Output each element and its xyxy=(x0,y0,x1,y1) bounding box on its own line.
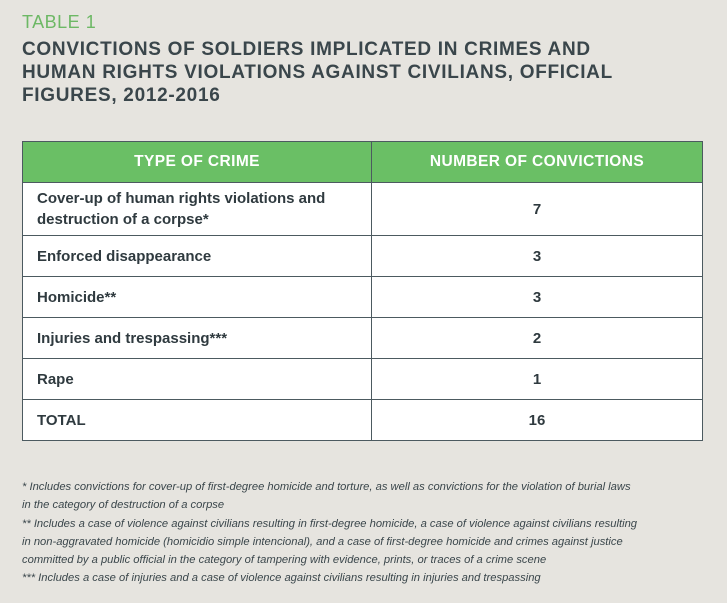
crime-cell: Homicide** xyxy=(22,276,372,318)
table-row: Cover-up of human rights violations and … xyxy=(22,182,703,236)
crime-cell: TOTAL xyxy=(22,399,372,441)
title-line: FIGURES, 2012-2016 xyxy=(22,85,221,106)
footnote-line: *** Includes a case of injuries and a ca… xyxy=(22,572,541,585)
footnotes: * Includes convictions for cover-up of f… xyxy=(22,478,712,588)
header-number-of-convictions: NUMBER OF CONVICTIONS xyxy=(371,141,703,183)
table-row: Rape 1 xyxy=(22,358,703,400)
crime-cell: Injuries and trespassing*** xyxy=(22,317,372,359)
count-cell: 3 xyxy=(371,276,703,318)
count-cell: 1 xyxy=(371,358,703,400)
crime-cell: Cover-up of human rights violations and … xyxy=(22,182,372,236)
table-title: CONVICTIONS OF SOLDIERS IMPLICATED IN CR… xyxy=(22,38,712,107)
total-row: TOTAL 16 xyxy=(22,399,703,441)
table-row: Homicide** 3 xyxy=(22,276,703,318)
title-line: CONVICTIONS OF SOLDIERS IMPLICATED IN CR… xyxy=(22,39,591,60)
header-type-of-crime: TYPE OF CRIME xyxy=(22,141,372,183)
crime-text-line: destruction of a corpse* xyxy=(37,211,209,228)
crime-cell: Rape xyxy=(22,358,372,400)
crime-cell: Enforced disappearance xyxy=(22,235,372,277)
crime-text-line: Cover-up of human rights violations and xyxy=(37,190,326,207)
table-row: Enforced disappearance 3 xyxy=(22,235,703,277)
table-label: TABLE 1 xyxy=(22,12,97,32)
header-row: TYPE OF CRIME NUMBER OF CONVICTIONS xyxy=(22,141,703,183)
footnote-line: * Includes convictions for cover-up of f… xyxy=(22,481,631,493)
table-row: Injuries and trespassing*** 2 xyxy=(22,317,703,359)
count-cell: 3 xyxy=(371,235,703,277)
footnote-line: committed by a public official in the ca… xyxy=(22,554,547,567)
title-line: HUMAN RIGHTS VIOLATIONS AGAINST CIVILIAN… xyxy=(22,62,613,83)
footnote-line: in non-aggravated homicide (homicidio si… xyxy=(22,535,623,548)
convictions-table: TYPE OF CRIME NUMBER OF CONVICTIONS Cove… xyxy=(22,141,703,441)
count-cell: 16 xyxy=(371,399,703,441)
count-cell: 2 xyxy=(371,317,703,359)
count-cell: 7 xyxy=(371,182,703,236)
footnote-line: ** Includes a case of violence against c… xyxy=(22,517,638,530)
footnote-line: in the category of destruction of a corp… xyxy=(22,499,225,512)
